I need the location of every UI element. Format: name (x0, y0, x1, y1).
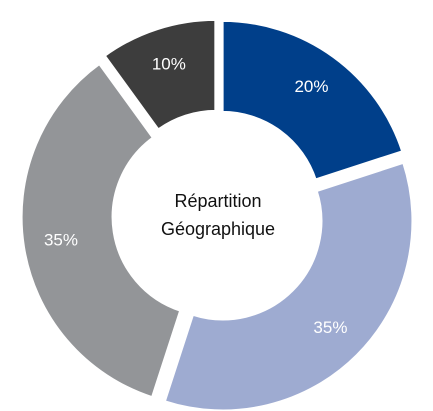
data-label: 35% (313, 318, 347, 337)
center-text: Géographique (161, 219, 275, 239)
data-label: 35% (44, 230, 78, 249)
center-text: Répartition (174, 191, 261, 211)
donut-segment (19, 61, 183, 400)
donut-segment (220, 18, 405, 182)
donut-segment (102, 17, 218, 133)
donut-hole (118, 116, 318, 316)
donut-segment (162, 160, 415, 411)
data-label: 10% (152, 54, 186, 73)
data-label: 20% (294, 77, 328, 96)
